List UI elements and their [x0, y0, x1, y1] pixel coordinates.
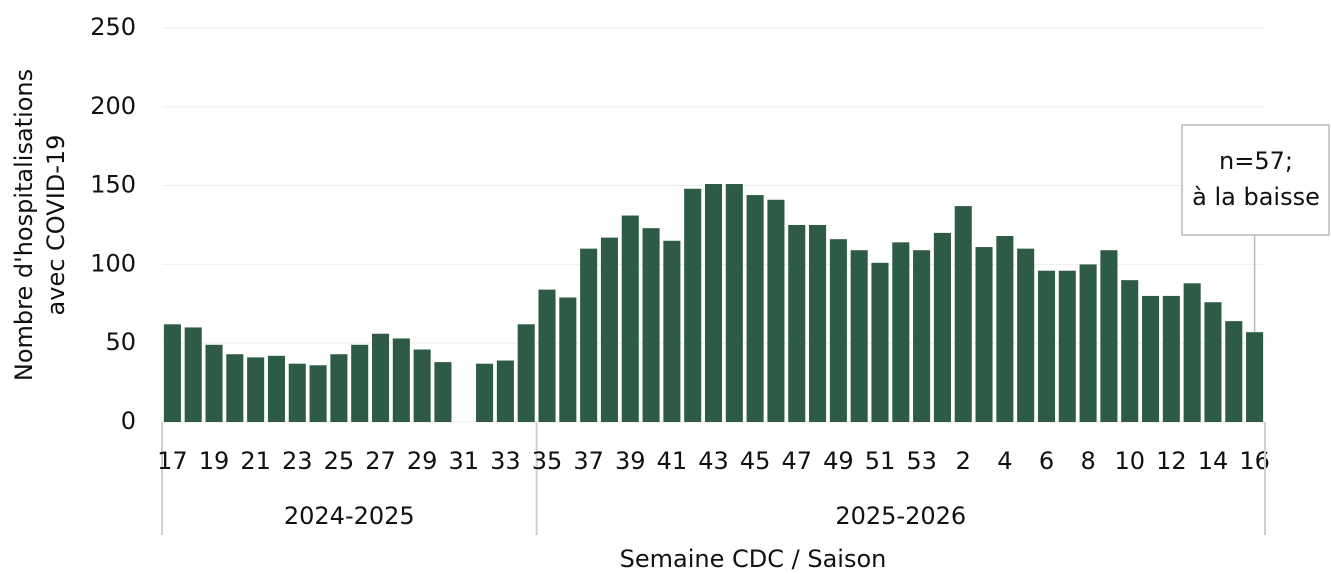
x-tick-label: 25	[324, 447, 355, 475]
bar	[288, 363, 306, 422]
x-tick-label: 4	[997, 447, 1012, 475]
bar	[663, 240, 681, 422]
x-tick-label: 21	[240, 447, 271, 475]
bar	[684, 188, 702, 422]
bar	[1121, 280, 1139, 422]
y-tick-label: 50	[105, 328, 136, 356]
bar	[704, 184, 723, 422]
x-tick-label: 41	[657, 447, 688, 475]
bar	[1183, 283, 1201, 422]
bar	[330, 354, 348, 422]
group-label: 2024-2025	[284, 502, 415, 530]
x-tick-label: 6	[1039, 447, 1054, 475]
annotation-text: n=57;	[1219, 147, 1293, 175]
x-tick-label: 43	[698, 447, 729, 475]
bar	[621, 215, 639, 422]
x-tick-label: 37	[573, 447, 604, 475]
x-tick-label: 27	[365, 447, 396, 475]
x-tick-label: 19	[199, 447, 230, 475]
bar	[184, 327, 202, 422]
x-tick-label: 49	[823, 447, 854, 475]
x-tick-label: 53	[906, 447, 937, 475]
bar	[788, 225, 806, 422]
bar	[1100, 250, 1118, 422]
x-tick-label: 17	[157, 447, 188, 475]
x-tick-label: 31	[448, 447, 479, 475]
bar	[642, 228, 660, 422]
bar	[517, 324, 535, 422]
x-tick-label: 39	[615, 447, 646, 475]
bar	[1079, 264, 1097, 422]
bar	[767, 199, 785, 422]
x-tick-label: 14	[1198, 447, 1229, 475]
bar	[580, 248, 598, 422]
bar	[392, 338, 410, 422]
bar	[1162, 295, 1180, 422]
x-tick-label: 47	[781, 447, 812, 475]
y-tick-label: 0	[121, 407, 136, 435]
y-tick-label: 200	[90, 92, 136, 120]
bar	[954, 206, 972, 422]
bar	[1225, 321, 1243, 422]
y-axis-title-line: Nombre d'hospitalisations	[10, 69, 38, 381]
bar	[226, 354, 244, 422]
bar	[559, 297, 577, 422]
x-tick-label: 8	[1080, 447, 1095, 475]
bar	[476, 363, 494, 422]
bar	[309, 365, 327, 422]
bar	[434, 362, 452, 422]
bar	[1204, 302, 1222, 422]
bar	[371, 333, 390, 422]
x-tick-label: 2	[956, 447, 971, 475]
bar	[975, 247, 993, 422]
x-tick-label: 12	[1156, 447, 1187, 475]
y-tick-label: 250	[90, 13, 136, 41]
bar	[1037, 270, 1056, 422]
x-tick-label: 51	[865, 447, 896, 475]
bar	[351, 344, 369, 422]
x-tick-label: 23	[282, 447, 313, 475]
bar	[892, 242, 910, 422]
x-tick-label: 10	[1114, 447, 1145, 475]
annotation-text: à la baisse	[1192, 183, 1320, 211]
bar	[996, 236, 1014, 422]
bar	[1058, 270, 1076, 422]
bar	[413, 349, 431, 422]
bar	[913, 250, 931, 422]
bar	[809, 225, 827, 422]
bar	[600, 237, 618, 422]
bar	[850, 250, 868, 422]
x-axis-title: Semaine CDC / Saison	[620, 545, 887, 573]
bar	[829, 239, 847, 422]
annotation-box	[1181, 124, 1330, 236]
bar	[496, 360, 514, 422]
bar	[267, 355, 285, 422]
x-tick-label: 35	[532, 447, 563, 475]
bar	[871, 262, 889, 422]
bar	[725, 184, 743, 422]
bar	[205, 344, 223, 422]
bar	[163, 324, 181, 422]
bar	[933, 232, 951, 422]
bar	[247, 357, 265, 422]
bar	[1142, 295, 1160, 422]
group-label: 2025-2026	[835, 502, 966, 530]
bar	[1246, 332, 1264, 422]
x-tick-label: 33	[490, 447, 521, 475]
x-tick-label: 29	[407, 447, 438, 475]
bar	[538, 289, 556, 422]
y-tick-label: 100	[90, 249, 136, 277]
bar	[1017, 248, 1035, 422]
y-tick-label: 150	[90, 171, 136, 199]
y-axis-title: Nombre d'hospitalisations avec COVID-19	[10, 69, 70, 381]
x-tick-label: 45	[740, 447, 771, 475]
bar	[746, 195, 764, 422]
y-axis-title-line: avec COVID-19	[42, 135, 70, 316]
